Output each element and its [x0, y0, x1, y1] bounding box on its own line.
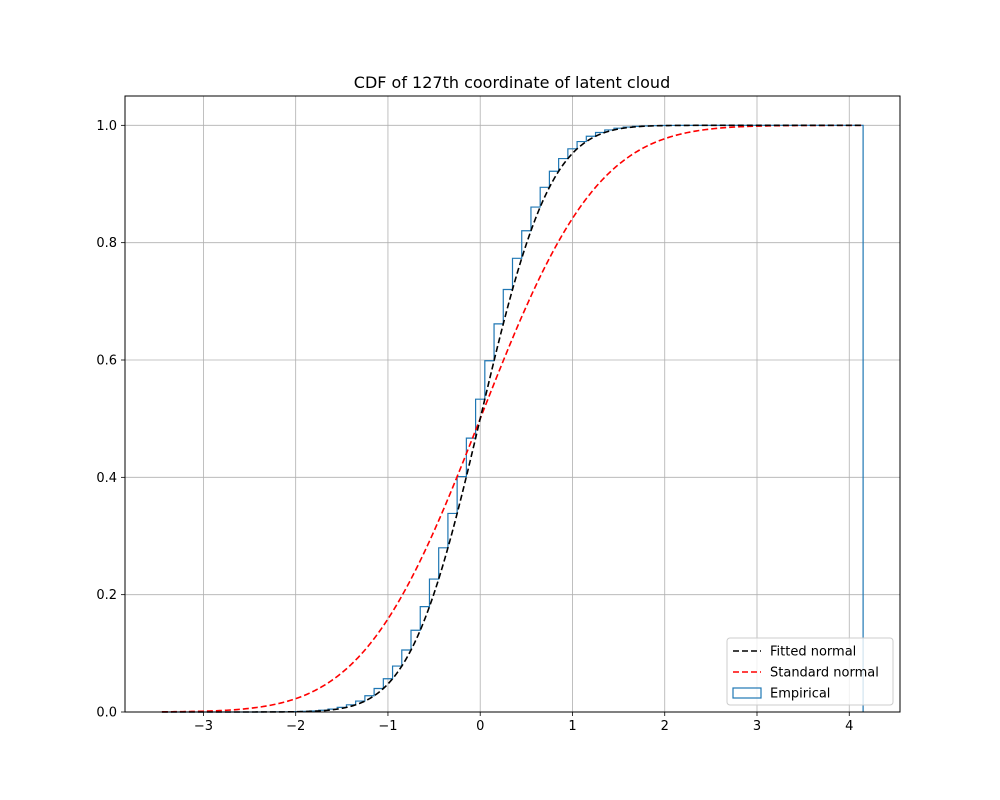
standard-normal-series: [161, 124, 864, 713]
x-tick-label: −2: [286, 719, 305, 734]
fitted-normal-series: [161, 124, 864, 713]
y-tick-label: 1.0: [96, 119, 117, 134]
axis-ticks: −3 −2 −1 0 1 2 3 4 0.0 0.2 0.4 0.6 0.8 1.0: [96, 119, 853, 734]
x-tick-label: 0: [476, 719, 484, 734]
x-tick-label: 1: [568, 719, 576, 734]
x-tick-label: 3: [753, 719, 761, 734]
axes-frame: [124, 95, 901, 713]
legend-label: Fitted normal: [770, 645, 856, 660]
x-tick-label: −1: [378, 719, 397, 734]
y-tick-label: 0.8: [96, 236, 117, 251]
y-tick-label: 0.0: [96, 706, 117, 721]
legend-swatch: [732, 687, 762, 699]
chart-title: CDF of 127th coordinate of latent cloud: [354, 73, 670, 92]
y-tick-label: 0.4: [96, 471, 117, 486]
legend: Fitted normal Standard normal Empirical: [726, 637, 894, 706]
legend-label: Standard normal: [770, 666, 879, 681]
x-tick-label: 2: [661, 719, 669, 734]
x-tick-label: −3: [194, 719, 213, 734]
legend-box: [726, 637, 894, 706]
y-tick-label: 0.2: [96, 588, 117, 603]
legend-label: Empirical: [770, 687, 830, 702]
y-tick-label: 0.6: [96, 354, 117, 369]
x-tick-label: 4: [845, 719, 853, 734]
